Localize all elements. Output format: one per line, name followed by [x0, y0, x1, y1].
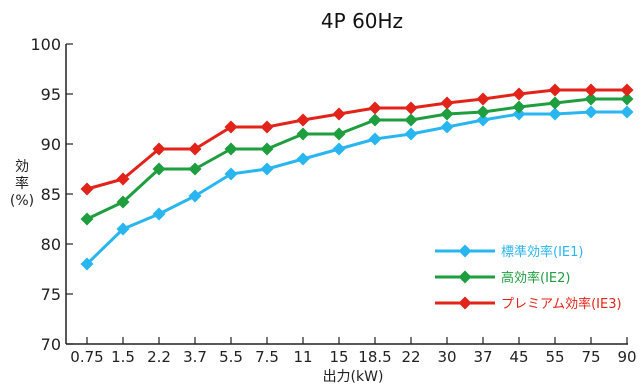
- x-tick-label: 90: [617, 348, 636, 366]
- y-tick-label: 100: [30, 35, 61, 54]
- legend-label: 高効率(IE2): [501, 270, 570, 286]
- series-line: [85, 110, 627, 266]
- data-point-marker: [620, 105, 634, 119]
- data-point-marker: [296, 152, 310, 166]
- legend-label: プレミアム効率(IE3): [501, 296, 622, 312]
- series-1: [80, 105, 634, 271]
- y-tick-label: 85: [41, 185, 61, 204]
- data-point-marker: [476, 92, 490, 106]
- y-tick-label: 70: [41, 335, 61, 354]
- data-point-marker: [512, 87, 526, 101]
- y-ticks: 70 75 80 85 90 95 100: [30, 35, 73, 354]
- x-tick-label: 7.5: [255, 348, 279, 366]
- data-point-marker: [584, 92, 598, 106]
- x-tick-label: 0.75: [70, 348, 103, 366]
- x-tick-label: 3.7: [183, 348, 207, 366]
- x-tick-label: 18.5: [358, 348, 391, 366]
- data-point-marker: [152, 207, 166, 221]
- data-point-marker: [188, 142, 202, 156]
- y-axis-label-line-2: 率: [15, 175, 29, 192]
- y-tick-label: 80: [41, 235, 61, 254]
- data-point-marker: [260, 142, 274, 156]
- y-tick-label: 95: [41, 85, 61, 104]
- data-point-marker: [548, 107, 562, 121]
- series-3: [80, 83, 634, 196]
- legend-marker: [458, 296, 472, 310]
- data-point-marker: [116, 222, 130, 236]
- series-2: [80, 92, 634, 226]
- data-point-marker: [548, 96, 562, 110]
- data-point-marker: [260, 120, 274, 134]
- data-point-marker: [440, 107, 454, 121]
- data-point-marker: [440, 120, 454, 134]
- data-point-marker: [404, 127, 418, 141]
- data-point-marker: [368, 101, 382, 115]
- data-point-marker: [152, 162, 166, 176]
- chart-title: 4P 60Hz: [321, 9, 403, 33]
- x-tick-label: 55: [545, 348, 564, 366]
- x-tick-label: 1.5: [111, 348, 135, 366]
- data-point-marker: [260, 162, 274, 176]
- legend-item-3: プレミアム効率(IE3): [435, 296, 622, 312]
- series-line: [86, 88, 627, 191]
- data-point-marker: [476, 113, 490, 127]
- legend-item-1: 標準効率(IE1): [435, 244, 583, 260]
- data-point-marker: [476, 105, 490, 119]
- y-tick-label: 90: [41, 135, 61, 154]
- data-point-marker: [620, 92, 634, 106]
- x-ticks: 0.75 1.5 2.2 3.7 5.5 7.5 11 15 18.5 22 30 37 45 55 75 9…: [70, 337, 637, 366]
- y-tick-label: 75: [41, 285, 61, 304]
- data-point-marker: [440, 96, 454, 110]
- legend-item-2: 高効率(IE2): [435, 270, 570, 286]
- y-axis-label-line-1: 効: [15, 159, 29, 175]
- x-tick-label: 37: [473, 348, 492, 366]
- x-tick-label: 22: [401, 348, 420, 366]
- x-tick-label: 5.5: [219, 348, 243, 366]
- x-tick-label: 2.2: [147, 348, 171, 366]
- data-point-marker: [404, 113, 418, 127]
- x-tick-label: 11: [293, 348, 312, 366]
- data-point-marker: [368, 113, 382, 127]
- data-point-marker: [80, 212, 94, 226]
- data-point-marker: [188, 162, 202, 176]
- series-layer: [80, 83, 634, 271]
- y-axis-label: 効 率 (%): [10, 159, 34, 209]
- x-axis-label: 出力(kW): [323, 369, 384, 385]
- legend-label: 標準効率(IE1): [501, 244, 583, 260]
- data-point-marker: [296, 127, 310, 141]
- data-point-marker: [116, 195, 130, 209]
- legend-marker: [458, 270, 472, 284]
- data-point-marker: [584, 105, 598, 119]
- data-point-marker: [188, 189, 202, 203]
- data-point-marker: [620, 83, 634, 97]
- data-point-marker: [548, 83, 562, 97]
- data-point-marker: [332, 127, 346, 141]
- x-tick-label: 30: [437, 348, 456, 366]
- legend: 標準効率(IE1) 高効率(IE2) プレミアム効率(IE3): [435, 244, 622, 312]
- data-point-marker: [512, 107, 526, 121]
- data-point-marker: [80, 257, 94, 271]
- series-line: [86, 97, 627, 221]
- data-point-marker: [332, 142, 346, 156]
- data-point-marker: [332, 107, 346, 121]
- data-point-marker: [224, 142, 238, 156]
- x-tick-label: 45: [509, 348, 528, 366]
- legend-marker: [458, 244, 472, 258]
- data-point-marker: [152, 142, 166, 156]
- data-point-marker: [584, 83, 598, 97]
- data-point-marker: [224, 167, 238, 181]
- data-point-marker: [404, 101, 418, 115]
- y-axis-label-line-3: (%): [10, 193, 34, 209]
- data-point-marker: [296, 113, 310, 127]
- data-point-marker: [368, 132, 382, 146]
- data-point-marker: [512, 100, 526, 114]
- data-point-marker: [80, 182, 94, 196]
- data-point-marker: [224, 120, 238, 134]
- data-point-marker: [116, 172, 130, 186]
- x-tick-label: 15: [329, 348, 348, 366]
- x-tick-label: 75: [581, 348, 600, 366]
